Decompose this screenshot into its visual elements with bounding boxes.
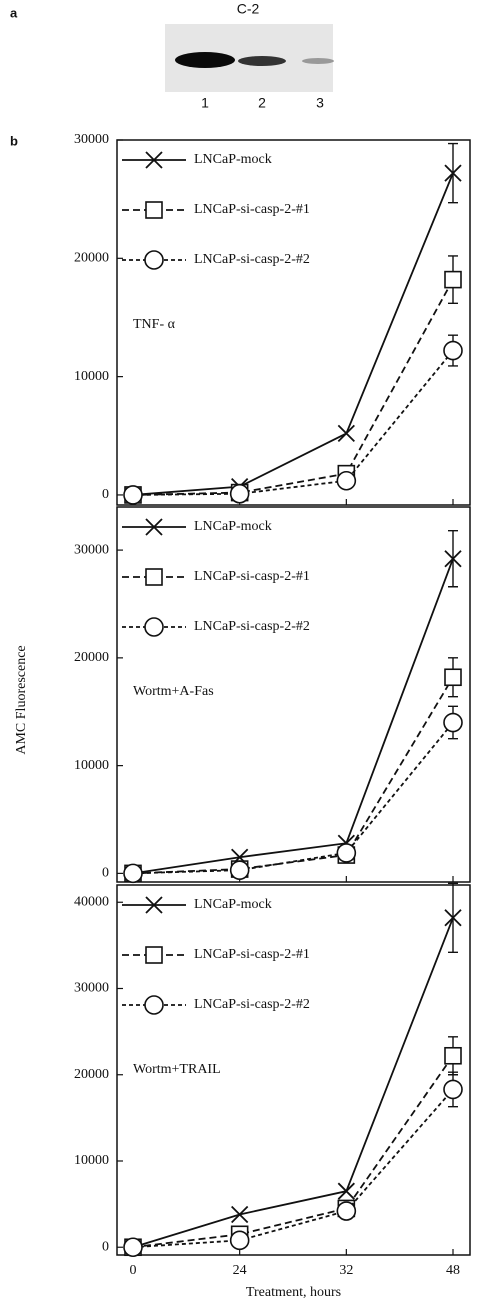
- annotation: Wortm+TRAIL: [133, 1062, 221, 1077]
- legend-label: LNCaP-mock: [194, 152, 272, 167]
- marker-circle: [124, 486, 142, 504]
- y-tick-label: 0: [102, 1239, 109, 1254]
- series-line: [133, 173, 453, 495]
- blot-label: C-2: [237, 1, 260, 17]
- legend-marker: [145, 251, 163, 269]
- legend-marker: [145, 618, 163, 636]
- y-tick-label: 40000: [74, 894, 109, 909]
- legend-label: LNCaP-mock: [194, 897, 272, 912]
- blot-band: [302, 58, 334, 64]
- legend-marker: [146, 202, 162, 218]
- lane-label: 1: [201, 95, 209, 111]
- legend-label: LNCaP-si-casp-2-#2: [194, 252, 310, 267]
- marker-circle: [444, 714, 462, 732]
- x-tick-label: 0: [130, 1263, 137, 1278]
- marker-x: [338, 1183, 354, 1199]
- panel-label: b: [10, 133, 18, 148]
- x-tick-label: 32: [339, 1263, 353, 1278]
- legend-marker: [146, 947, 162, 963]
- marker-x: [338, 425, 354, 441]
- marker-square: [445, 1048, 461, 1064]
- y-tick-label: 20000: [74, 251, 109, 266]
- legend-marker: [146, 569, 162, 585]
- legend-label: LNCaP-si-casp-2-#2: [194, 619, 310, 634]
- y-tick-label: 30000: [74, 132, 109, 147]
- y-tick-label: 10000: [74, 1153, 109, 1168]
- legend-label: LNCaP-si-casp-2-#1: [194, 202, 310, 217]
- y-tick-label: 0: [102, 487, 109, 502]
- marker-circle: [124, 864, 142, 882]
- lane-label: 2: [258, 95, 266, 111]
- x-tick-label: 24: [233, 1263, 247, 1278]
- legend-label: LNCaP-mock: [194, 519, 272, 534]
- panel-label: a: [10, 5, 18, 20]
- legend-label: LNCaP-si-casp-2-#2: [194, 997, 310, 1012]
- marker-circle: [444, 342, 462, 360]
- y-tick-label: 20000: [74, 650, 109, 665]
- x-tick-label: 48: [446, 1263, 460, 1278]
- marker-circle: [231, 1231, 249, 1249]
- legend-marker: [145, 996, 163, 1014]
- y-tick-label: 0: [102, 866, 109, 881]
- marker-circle: [231, 485, 249, 503]
- figure: a C-2 1 2 3 b AMC Fluorescence 0 10000 200…: [0, 0, 477, 1308]
- blot-band: [238, 56, 286, 66]
- series-line: [133, 559, 453, 874]
- legend-label: LNCaP-si-casp-2-#1: [194, 947, 310, 962]
- annotation: Wortm+A-Fas: [133, 684, 214, 699]
- y-tick-label: 20000: [74, 1067, 109, 1082]
- marker-x: [232, 1206, 248, 1222]
- series-line: [133, 918, 453, 1247]
- marker-circle: [231, 861, 249, 879]
- annotation: TNF- α: [133, 317, 176, 332]
- y-axis-label: AMC Fluorescence: [14, 645, 29, 754]
- series-line: [133, 1056, 453, 1247]
- x-axis-label: Treatment, hours: [246, 1285, 341, 1300]
- marker-square: [445, 272, 461, 288]
- y-tick-label: 30000: [74, 981, 109, 996]
- series-line: [133, 351, 453, 495]
- series-line: [133, 280, 453, 495]
- series-line: [133, 677, 453, 873]
- y-tick-label: 30000: [74, 542, 109, 557]
- legend-label: LNCaP-si-casp-2-#1: [194, 569, 310, 584]
- lane-label: 3: [316, 95, 324, 111]
- marker-circle: [337, 1202, 355, 1220]
- marker-square: [445, 669, 461, 685]
- y-tick-label: 10000: [74, 758, 109, 773]
- y-tick-label: 10000: [74, 369, 109, 384]
- marker-circle: [337, 472, 355, 490]
- marker-circle: [337, 844, 355, 862]
- blot-band: [175, 52, 235, 68]
- series-line: [133, 1089, 453, 1247]
- marker-circle: [124, 1238, 142, 1256]
- marker-circle: [444, 1080, 462, 1098]
